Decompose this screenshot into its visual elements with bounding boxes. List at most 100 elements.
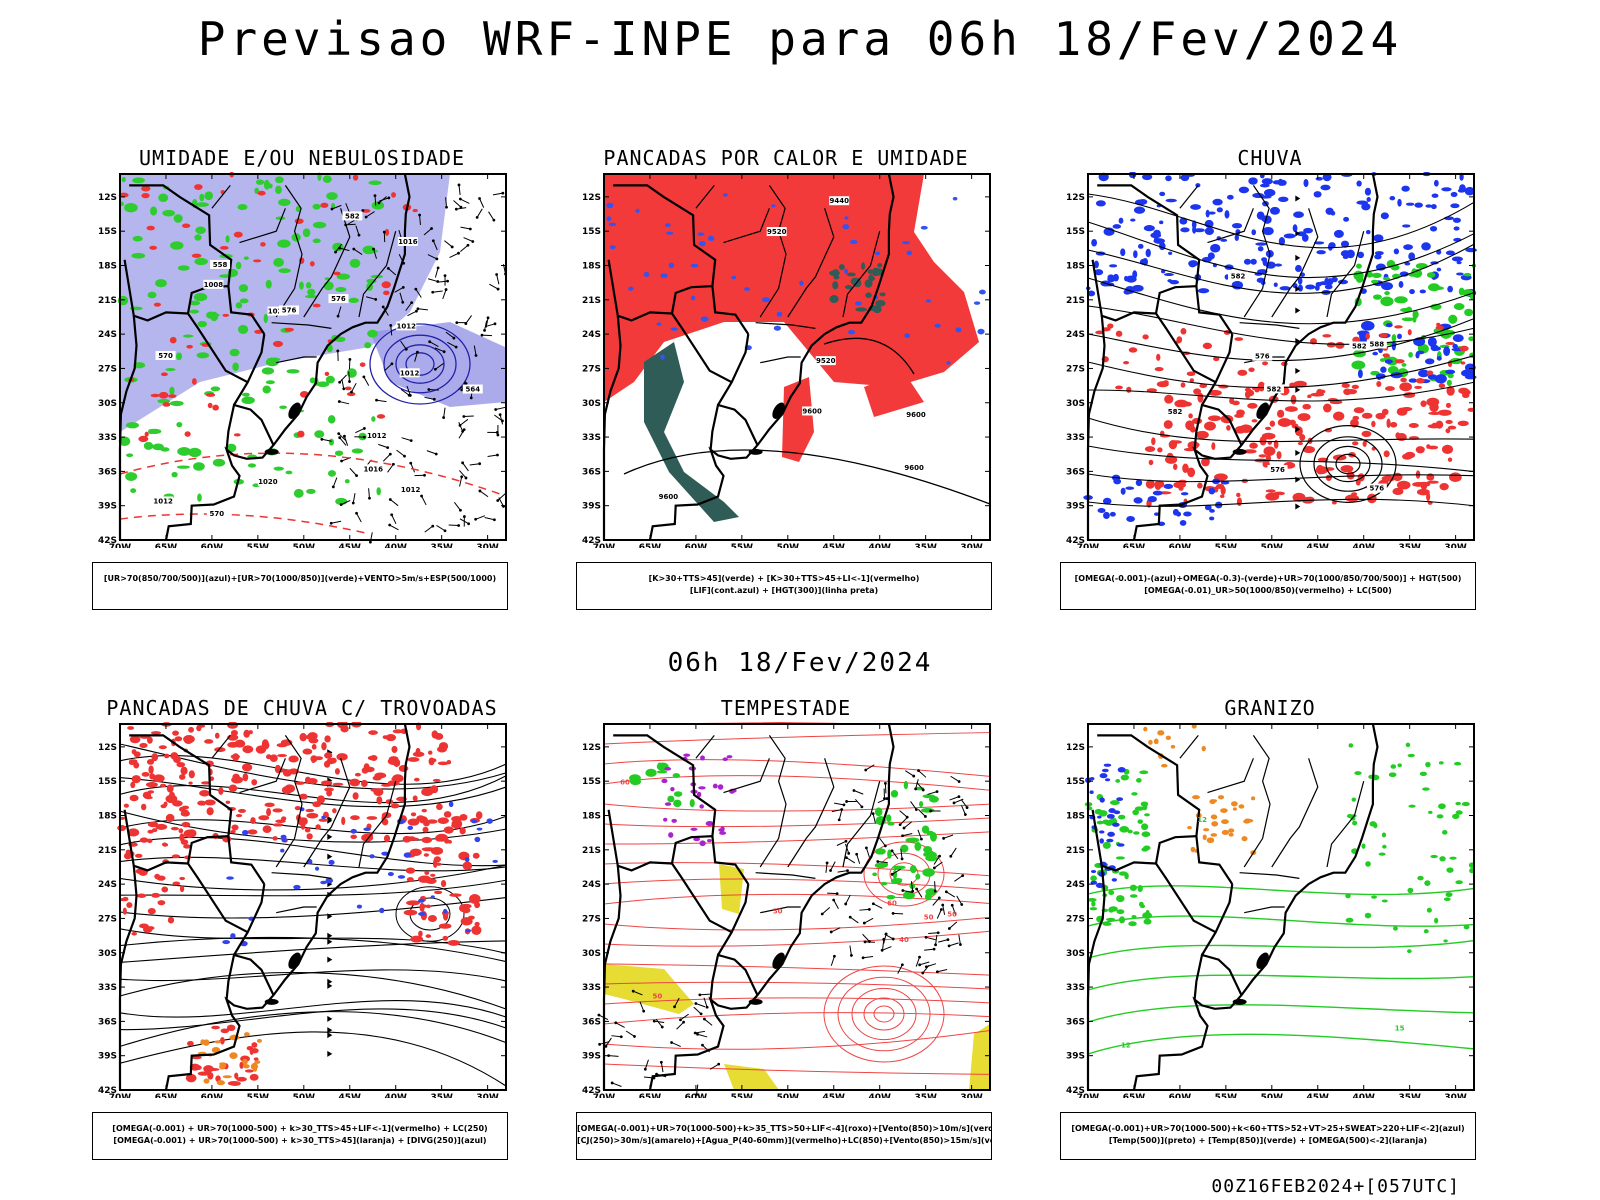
omega-blue-area bbox=[1421, 242, 1431, 251]
thunder-red-area bbox=[225, 800, 231, 804]
wind-vector bbox=[897, 964, 903, 974]
omega500-orange-area bbox=[1148, 739, 1153, 745]
precip-water-contour bbox=[603, 831, 991, 845]
vector-head bbox=[852, 789, 856, 792]
panel-title: PANCADAS DE CHUVA C/ TROVOADAS bbox=[106, 696, 498, 720]
country-border bbox=[1091, 809, 1157, 872]
country-border bbox=[1154, 834, 1234, 934]
divergence-contour bbox=[407, 825, 414, 831]
temp850-contour bbox=[1446, 867, 1454, 873]
vector-head bbox=[338, 436, 342, 440]
thunder-red-area bbox=[472, 852, 480, 859]
wind-vector bbox=[458, 429, 465, 439]
thunder-red-area bbox=[237, 808, 246, 813]
streamline bbox=[119, 969, 507, 982]
divergence-contour bbox=[314, 866, 320, 871]
omega-blue-area bbox=[1404, 261, 1411, 266]
omega-blue-area bbox=[1118, 217, 1124, 224]
omega500-orange-area bbox=[1232, 802, 1237, 807]
rain-red-area bbox=[1234, 413, 1244, 418]
low-pressure-contour bbox=[405, 352, 435, 376]
wind-vector bbox=[484, 517, 495, 521]
temp850-contour bbox=[1141, 823, 1149, 831]
rain-red-area bbox=[1400, 377, 1407, 383]
red-contour bbox=[233, 231, 243, 238]
omega-blue-area bbox=[1283, 233, 1296, 239]
rain-red-area bbox=[1243, 449, 1257, 454]
omega-blue-area bbox=[1165, 175, 1172, 182]
rain-red-area bbox=[1197, 392, 1204, 403]
wind-vector bbox=[899, 817, 908, 826]
thunder-red-area bbox=[159, 783, 167, 788]
rain-red-area bbox=[1299, 433, 1306, 441]
state-border bbox=[755, 322, 816, 329]
lagoa-patos bbox=[1256, 952, 1269, 969]
vector-head bbox=[924, 935, 928, 939]
vector-head bbox=[929, 809, 932, 813]
omega-blue-area bbox=[1204, 227, 1215, 235]
rain-red-area bbox=[1376, 381, 1382, 388]
lif-contour bbox=[946, 361, 951, 365]
map-frame bbox=[603, 723, 991, 1091]
rain-red-area bbox=[1175, 340, 1181, 344]
vector-head bbox=[496, 453, 499, 457]
wind850-area bbox=[890, 790, 899, 798]
lon-label: 40W bbox=[868, 1093, 891, 1098]
temp850-contour bbox=[1365, 861, 1371, 867]
thunder-red-area bbox=[170, 826, 179, 831]
vector-head bbox=[471, 240, 475, 243]
thunder-red-area bbox=[405, 867, 416, 874]
panel-title: TEMPESTADE bbox=[720, 696, 852, 720]
vector-head bbox=[475, 215, 479, 219]
country-border bbox=[186, 834, 266, 934]
thunder-red-area bbox=[417, 875, 432, 883]
thunder-red-area bbox=[294, 805, 301, 811]
red-contour bbox=[150, 393, 160, 398]
temp850-contour bbox=[1129, 884, 1137, 891]
lif-contour bbox=[690, 263, 699, 268]
vector-head bbox=[705, 1005, 709, 1009]
vector-head bbox=[334, 250, 337, 254]
omega-blue-area bbox=[1261, 215, 1269, 222]
temp850-contour bbox=[1455, 810, 1463, 815]
omega-blue-area bbox=[1399, 271, 1409, 277]
state-border bbox=[1326, 231, 1365, 318]
omega-blue-area bbox=[1234, 234, 1239, 242]
green-contour bbox=[309, 377, 316, 384]
vector-head bbox=[496, 499, 500, 502]
divergence-contour bbox=[328, 859, 335, 865]
hail-blue-area bbox=[1095, 882, 1104, 889]
omega-blue-area bbox=[1102, 497, 1112, 505]
lon-label: 30W bbox=[476, 1093, 499, 1098]
stream-arrow bbox=[1295, 285, 1301, 292]
contour-label-bg bbox=[1165, 407, 1186, 417]
red-contour bbox=[205, 393, 216, 397]
thunder-red-area bbox=[244, 1069, 254, 1073]
lif-contour bbox=[925, 299, 931, 303]
wind-vector bbox=[910, 881, 914, 892]
lif-contour bbox=[707, 235, 715, 242]
omega-blue-area bbox=[1295, 264, 1302, 273]
vector-head bbox=[876, 860, 880, 863]
wind-vector bbox=[391, 514, 397, 524]
thunder-red-area bbox=[171, 854, 181, 859]
wind-vector bbox=[936, 909, 942, 919]
omega-green-area bbox=[1401, 317, 1415, 322]
temp850-contour bbox=[1381, 832, 1387, 838]
temp850-contour bbox=[1141, 831, 1151, 838]
green-contour bbox=[196, 352, 210, 359]
thunder-red-area bbox=[406, 900, 420, 906]
lif-contour bbox=[690, 295, 696, 301]
green-contour bbox=[336, 273, 351, 280]
vector-head bbox=[901, 889, 905, 892]
contour-label: 9600 bbox=[906, 411, 926, 419]
rain-red-area bbox=[1226, 424, 1231, 431]
rain-red-area bbox=[1107, 323, 1114, 329]
vector-head bbox=[431, 524, 435, 528]
contour-label: 40 bbox=[899, 936, 909, 944]
wind-vector bbox=[611, 1035, 622, 1038]
temp850-contour bbox=[1108, 890, 1115, 896]
vector-head bbox=[357, 233, 361, 237]
divergence-contour bbox=[443, 908, 448, 914]
lif-contour bbox=[744, 287, 751, 291]
